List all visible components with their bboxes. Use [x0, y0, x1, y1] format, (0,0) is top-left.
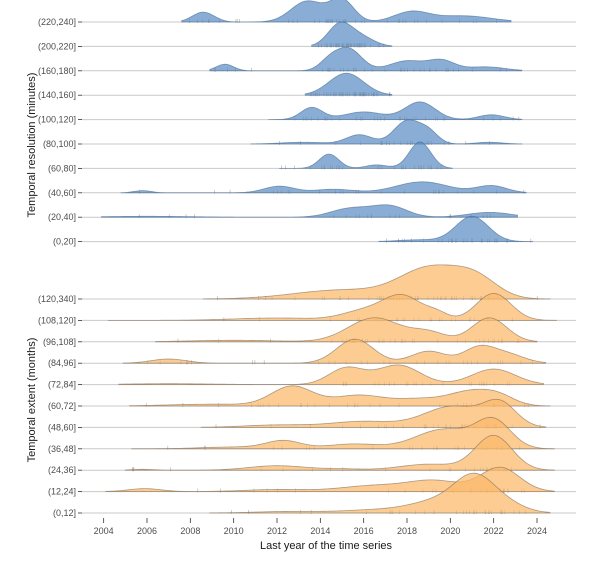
ridge-temporal-resolution-60-80: [279, 141, 453, 169]
row-label-temporal-extent-72-84: (72,84]: [48, 380, 76, 390]
x-tick-label-2016: 2016: [354, 526, 374, 536]
x-tick-label-2006: 2006: [137, 526, 157, 536]
y-axis-title-extent: Temporal extent (months): [26, 338, 38, 463]
x-tick-label-2020: 2020: [440, 526, 460, 536]
row-label-temporal-resolution-200-220: (200,220]: [38, 41, 76, 51]
x-axis-title: Last year of the time series: [260, 540, 393, 552]
row-label-layer: (220,240] (200,220] (160,180] (140,160] (100…: [38, 17, 82, 518]
row-label-temporal-resolution-100-120: (100,120]: [38, 115, 76, 125]
x-axis: 2004 2006 2008 2010 2012 2014 2016 2018 2020 2022…: [94, 518, 547, 536]
ridge-layer: [101, 0, 557, 514]
ridge-temporal-resolution-140-160: [304, 72, 393, 96]
row-label-temporal-extent-48-60: (48,60]: [48, 422, 76, 432]
ridge-temporal-extent-36-48: [131, 416, 555, 450]
row-label-temporal-resolution-20-40: (20,40]: [48, 212, 76, 222]
ridge-temporal-extent-12-24: [105, 466, 555, 492]
ridge-temporal-resolution-0-20: [378, 215, 534, 242]
ridge-temporal-resolution-100-120: [268, 101, 523, 120]
ridge-temporal-extent-0-12: [209, 472, 551, 514]
x-tick-label-2022: 2022: [484, 526, 504, 536]
row-label-temporal-resolution-0-20: (0,20]: [53, 237, 76, 247]
row-label-temporal-extent-36-48: (36,48]: [48, 444, 76, 454]
row-label-temporal-extent-12-24: (12,24]: [48, 487, 76, 497]
row-label-temporal-extent-0-12: (0,12]: [53, 508, 76, 518]
x-tick-label-2024: 2024: [527, 526, 547, 536]
ridge-temporal-extent-24-36: [124, 434, 555, 471]
x-tick-label-2004: 2004: [94, 526, 114, 536]
row-label-temporal-extent-108-120: (108,120]: [38, 315, 76, 325]
row-label-temporal-extent-60-72: (60,72]: [48, 401, 76, 411]
row-label-temporal-resolution-80-100: (80,100]: [43, 139, 76, 149]
row-label-temporal-resolution-60-80: (60,80]: [48, 163, 76, 173]
row-label-temporal-resolution-160-180: (160,180]: [38, 66, 76, 76]
ridge-temporal-resolution-160-180: [209, 46, 523, 72]
ridge-temporal-extent-84-96: [122, 338, 547, 364]
x-tick-label-2008: 2008: [180, 526, 200, 536]
row-label-temporal-resolution-220-240: (220,240]: [38, 17, 76, 27]
row-label-temporal-resolution-140-160: (140,160]: [38, 90, 76, 100]
x-tick-label-2018: 2018: [397, 526, 417, 536]
ridge-temporal-resolution-80-100: [250, 119, 523, 145]
row-label-temporal-resolution-40-60: (40,60]: [48, 188, 76, 198]
ridge-temporal-extent-120-340: [202, 264, 551, 300]
row-label-temporal-extent-24-36: (24,36]: [48, 465, 76, 475]
x-tick-label-2010: 2010: [224, 526, 244, 536]
y-axis-title-resolution: Temporal resolution (minutes): [26, 73, 38, 218]
row-label-temporal-extent-120-340: (120,340]: [38, 294, 76, 304]
x-tick-label-2014: 2014: [310, 526, 330, 536]
x-tick-label-2012: 2012: [267, 526, 287, 536]
ridge-temporal-resolution-220-240: [181, 0, 512, 23]
ridge-temporal-extent-72-84: [118, 364, 544, 385]
ridge-temporal-resolution-20-40: [101, 204, 518, 218]
row-label-temporal-extent-84-96: (84,96]: [48, 358, 76, 368]
ridge-temporal-resolution-40-60: [120, 181, 527, 194]
ridge-temporal-resolution-200-220: [311, 21, 393, 47]
ridge-temporal-extent-96-108: [155, 317, 538, 343]
ridge-temporal-extent-108-120: [108, 293, 557, 321]
row-label-temporal-extent-96-108: (96,108]: [43, 337, 76, 347]
ridge-temporal-extent-48-60: [200, 398, 547, 428]
ridge-temporal-extent-60-72: [129, 385, 551, 407]
